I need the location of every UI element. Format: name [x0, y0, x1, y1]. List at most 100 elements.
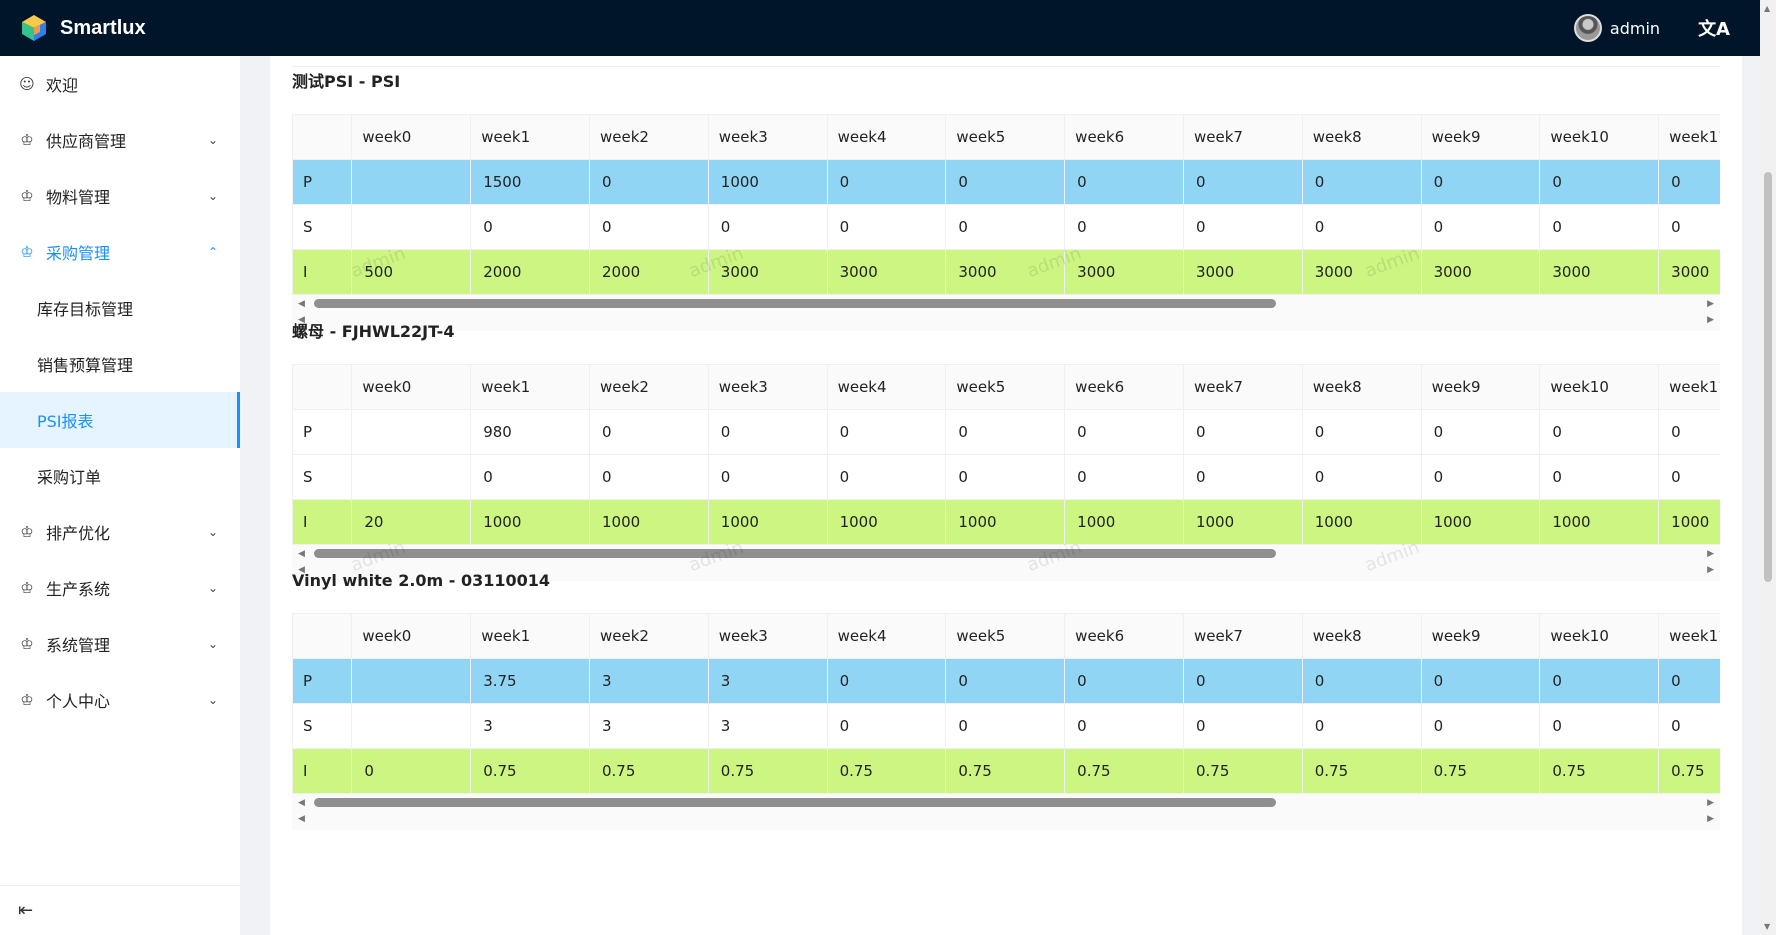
table-row: P 980 0 0 0 0 0 0 0 0 0 0 — [292, 409, 1720, 455]
table-cell: 0 — [1182, 409, 1303, 455]
column-header: week4 — [826, 613, 947, 659]
column-header: week10 — [1539, 364, 1660, 410]
table-cell: 2000 — [470, 249, 590, 295]
table-scrollbar[interactable]: ◀ ◀ ▶ ▶ — [292, 295, 1720, 331]
table-cell: 0.75 — [1420, 748, 1541, 794]
table-cell: 0 — [1182, 204, 1303, 250]
section-title: 测试PSI - PSI — [292, 72, 401, 91]
scroll-down-icon[interactable]: ▼ — [1764, 922, 1771, 931]
crown-icon: ♔ — [20, 579, 34, 597]
translate-icon[interactable]: 文A — [1698, 19, 1730, 40]
table-cell: 0 — [707, 409, 828, 455]
psi-table: week0 week1 week2 week3 week4 week5 week6 week7… — [292, 114, 1720, 295]
table-cell: 1000 — [707, 499, 828, 545]
table-cell: 0.75 — [470, 748, 590, 794]
scroll-right-icon[interactable]: ▶ — [1707, 798, 1714, 808]
chevron-down-icon: ⌄ — [207, 133, 218, 147]
table-cell: 0.75 — [707, 748, 828, 794]
row-label: S — [292, 703, 353, 749]
crown-icon: ♔ — [20, 635, 34, 653]
table-scrollbar[interactable]: ◀ ◀ ▶ ▶ — [292, 794, 1720, 830]
sidebar: ☺ 欢迎 ♔ 供应商管理 ⌄ ♔ 物料管理 ⌄ ♔ 采购管理 ⌃ 库存目标管理 销售预算管理 PSI报表采… — [0, 56, 240, 935]
user-name[interactable]: admin — [1609, 18, 1661, 38]
table-cell — [351, 703, 472, 749]
table-cell: 1000 — [588, 499, 709, 545]
table-cell — [351, 658, 472, 704]
table-cell: 0 — [1301, 703, 1422, 749]
scroll-right-icon[interactable]: ▶ — [1707, 814, 1714, 824]
table-header-row: week0 week1 week2 week3 week4 week5 week6 week7… — [292, 114, 1720, 160]
table-cell: 3000 — [707, 249, 828, 295]
table-cell: 3000 — [1658, 249, 1720, 295]
scroll-right-icon[interactable]: ▶ — [1707, 299, 1714, 309]
table-scrollbar-thumb[interactable] — [314, 798, 1276, 807]
sidebar-item-7[interactable]: ♔ 个人中心 ⌄ — [0, 672, 240, 728]
scroll-left-icon[interactable]: ◀ — [298, 798, 305, 808]
table-cell: 1000 — [945, 499, 1066, 545]
sidebar-item-label: 生产系统 — [46, 580, 111, 599]
row-label: P — [292, 409, 353, 455]
sidebar-item-3[interactable]: ♔ 采购管理 ⌃ — [0, 224, 240, 280]
table-cell: 0 — [1539, 703, 1660, 749]
psi-table: week0 week1 week2 week3 week4 week5 week6 week7… — [292, 364, 1720, 545]
table-cell: 0 — [1420, 658, 1541, 704]
crown-icon: ♔ — [20, 131, 34, 149]
table-cell: 0 — [707, 204, 828, 250]
table-cell: 1500 — [470, 159, 590, 205]
sidebar-item-1[interactable]: ♔ 供应商管理 ⌄ — [0, 112, 240, 168]
table-cell: 0.75 — [1182, 748, 1303, 794]
table-header-row: week0 week1 week2 week3 week4 week5 week6 week7… — [292, 364, 1720, 410]
sidebar-item-4[interactable]: ♔ 排产优化 ⌄ — [0, 504, 240, 560]
page-scrollbar[interactable]: ▲ ▼ — [1760, 0, 1776, 935]
table-cell: 0.75 — [1658, 748, 1720, 794]
sidebar-item-label: 欢迎 — [46, 76, 79, 95]
table-row: P 1500 0 1000 0 0 0 0 0 0 0 0 — [292, 159, 1720, 205]
table-cell: 0 — [1658, 409, 1720, 455]
table-cell: 0 — [1064, 703, 1184, 749]
scroll-left-icon[interactable]: ◀ — [298, 315, 305, 325]
table-cell: 0 — [826, 159, 947, 205]
table-scrollbar-thumb[interactable] — [314, 299, 1276, 308]
scroll-left-icon[interactable]: ◀ — [298, 814, 305, 824]
logo[interactable]: Smartlux — [20, 14, 146, 42]
psi-table-wrapper: week0 week1 week2 week3 week4 week5 week6 week7… — [292, 364, 1720, 545]
sidebar-subitem-2[interactable]: PSI报表 — [0, 392, 240, 448]
sidebar-item-6[interactable]: ♔ 系统管理 ⌄ — [0, 616, 240, 672]
sidebar-subitem-0[interactable]: 库存目标管理 — [37, 300, 134, 319]
table-cell: 0 — [1658, 454, 1720, 500]
table-cell: 0 — [588, 204, 709, 250]
collapse-sidebar-button[interactable]: ⇤ — [0, 885, 240, 935]
table-scrollbar[interactable]: ◀ ◀ ▶ ▶ — [292, 545, 1720, 581]
page-scrollbar-thumb[interactable] — [1764, 172, 1772, 582]
sidebar-item-5[interactable]: ♔ 生产系统 ⌄ — [0, 560, 240, 616]
column-header: week4 — [826, 114, 947, 160]
sidebar-item-0[interactable]: ☺ 欢迎 — [0, 56, 240, 112]
scroll-right-icon[interactable]: ▶ — [1707, 315, 1714, 325]
table-cell: 3000 — [1064, 249, 1184, 295]
scroll-left-icon[interactable]: ◀ — [298, 299, 305, 309]
row-label: S — [292, 454, 353, 500]
app-title: Smartlux — [60, 16, 146, 39]
smile-icon: ☺ — [19, 75, 35, 93]
table-cell: 0 — [1064, 409, 1184, 455]
divider — [292, 66, 1720, 67]
scroll-right-icon[interactable]: ▶ — [1707, 549, 1714, 559]
scroll-left-icon[interactable]: ◀ — [298, 549, 305, 559]
sidebar-item-2[interactable]: ♔ 物料管理 ⌄ — [0, 168, 240, 224]
table-cell: 0.75 — [1064, 748, 1184, 794]
scroll-left-icon[interactable]: ◀ — [298, 565, 305, 575]
table-scrollbar-thumb[interactable] — [314, 549, 1276, 558]
table-cell: 1000 — [1064, 499, 1184, 545]
scroll-up-icon[interactable]: ▲ — [1764, 4, 1771, 13]
sidebar-subitem-3[interactable]: 采购订单 — [37, 468, 102, 487]
table-cell: 1000 — [470, 499, 590, 545]
sidebar-subitem-1[interactable]: 销售预算管理 — [37, 356, 134, 375]
table-cell: 0.75 — [945, 748, 1066, 794]
column-header: week5 — [945, 613, 1066, 659]
column-header: week8 — [1301, 613, 1422, 659]
table-cell: 3 — [707, 703, 828, 749]
avatar[interactable] — [1573, 14, 1602, 42]
scroll-right-icon[interactable]: ▶ — [1707, 565, 1714, 575]
column-header: week9 — [1420, 114, 1541, 160]
